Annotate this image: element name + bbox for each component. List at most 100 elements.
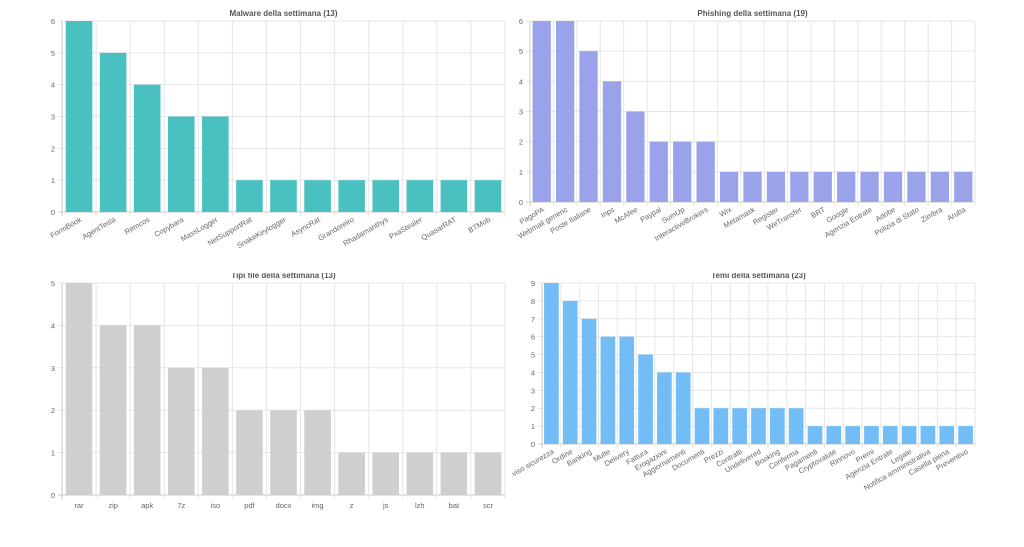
bar-apk (133, 325, 161, 495)
bar-copybara (167, 116, 195, 212)
bar-casella-piena (939, 426, 955, 444)
bar-interactivebrokers (696, 141, 715, 202)
y-tick-label: 6 (519, 17, 523, 26)
y-tick-label: 4 (519, 77, 523, 86)
bar-premi (864, 426, 879, 444)
phishing-chart: Phishing della settimana (19)0123456Pago… (516, 9, 976, 243)
bar-rhadamanthys (372, 180, 400, 212)
x-tick-label: Remcos (123, 215, 152, 237)
bar-prezzi (713, 408, 729, 444)
bar-bat (440, 452, 468, 495)
bar-adobe (883, 171, 903, 202)
y-tick-label: 7 (531, 315, 535, 324)
bar-documenti (694, 408, 710, 444)
bar-booking (769, 408, 785, 444)
bar-poste-italiane (579, 51, 598, 202)
x-tick-label: docx (276, 501, 292, 510)
x-tick-label: AgentTesla (80, 215, 117, 242)
y-tick-label: 3 (51, 364, 55, 373)
bar-rinnovo (845, 426, 860, 444)
y-tick-label: 1 (51, 176, 55, 185)
bar-avviso-sicurezza (544, 283, 559, 444)
bar-inps (602, 81, 622, 202)
bar-banking (581, 318, 597, 444)
bar-agenzia-entrate (860, 171, 879, 202)
y-tick-label: 4 (51, 81, 55, 90)
bar-brt (813, 171, 832, 202)
chart-title: Tipi file della settimana (13) (231, 273, 336, 280)
y-tick-label: 9 (531, 279, 535, 288)
bar-wix (719, 171, 739, 202)
file-types-chart: Tipi file della settimana (13) 0 1 2 3 4 5 rar z… (51, 273, 506, 510)
bar-fattura (638, 354, 653, 444)
y-tick-label: 3 (531, 386, 535, 395)
y-tick-label: 0 (531, 440, 535, 449)
bar-quasarrat (440, 180, 468, 212)
bar-agenzia-entrate (882, 426, 898, 444)
bar-zimbra (930, 171, 950, 202)
y-tick-label: 0 (519, 198, 523, 207)
bar-lzh (406, 452, 434, 495)
bar-multe (600, 336, 616, 444)
bar-contratti (732, 408, 748, 444)
themes-chart: Temi della settimana (23) 0 1 2 3 4 5 6 7 8 9 Avvis… (512, 273, 976, 492)
bar-docx (270, 410, 297, 495)
x-tick-label: apk (141, 501, 153, 510)
x-tick-label: pdf (244, 501, 255, 510)
x-tick-label: McAfee (613, 205, 640, 226)
x-tick-label: zip (108, 501, 118, 510)
x-tick-label: Zimbra (919, 205, 944, 225)
bar-scr (474, 452, 502, 495)
bar-erogazioni (657, 372, 672, 444)
y-tick-label: 1 (51, 449, 55, 458)
bar-delivery (619, 336, 635, 444)
bar-agenttesla (99, 52, 127, 213)
y-tick-label: 5 (51, 49, 55, 58)
x-tick-label: bat (449, 501, 460, 510)
bar-pagopa (532, 21, 551, 202)
x-tick-label: 7z (177, 501, 185, 510)
bar-remcos (133, 84, 161, 212)
bar-pdf (236, 410, 263, 495)
bar-mcafee (626, 111, 645, 202)
bar-notifica-amministrativa (920, 426, 936, 444)
y-tick-label: 6 (531, 333, 535, 342)
y-tick-label: 2 (519, 138, 523, 147)
bar-polizia-di-stato (907, 171, 926, 202)
x-tick-label: lzh (415, 501, 425, 510)
bar-metamask (743, 171, 762, 202)
bar-aggiornamenti (675, 372, 691, 444)
y-tick-label: 0 (51, 491, 55, 500)
x-tick-label: FormBook (49, 215, 84, 240)
bar-undelivered (751, 408, 766, 444)
y-tick-label: 2 (531, 404, 535, 413)
bar-asyncrat (304, 180, 331, 212)
x-tick-label: PxaStealer (388, 215, 425, 241)
y-tick-label: 4 (531, 368, 535, 377)
y-tick-label: 8 (531, 297, 535, 306)
x-tick-label: rar (74, 501, 84, 510)
chart-title: Phishing della settimana (19) (697, 9, 808, 18)
bar-google (837, 171, 856, 202)
y-tick-label: 4 (51, 321, 55, 330)
y-tick-label: 6 (51, 17, 55, 26)
bar-img (304, 410, 331, 495)
bar-pagamenti (807, 426, 823, 444)
bar-conferma (788, 408, 804, 444)
bar-cryptovalute (826, 426, 842, 444)
bar-webmail-generic (555, 21, 575, 202)
bar-btmob (474, 180, 502, 212)
bar-grandoreiro (338, 180, 365, 212)
x-tick-label: Paypal (638, 205, 663, 224)
bar-ordine (562, 300, 578, 444)
bar-netsupportrat (236, 180, 263, 212)
x-tick-label: js (382, 501, 389, 510)
x-tick-label: Aruba (945, 205, 968, 223)
y-tick-label: 2 (51, 406, 55, 415)
y-tick-label: 0 (51, 208, 55, 217)
x-tick-label: scr (483, 501, 494, 510)
x-tick-label: iso (211, 501, 221, 510)
bar-z (338, 452, 365, 495)
bar-snakekeylogger (270, 180, 297, 212)
